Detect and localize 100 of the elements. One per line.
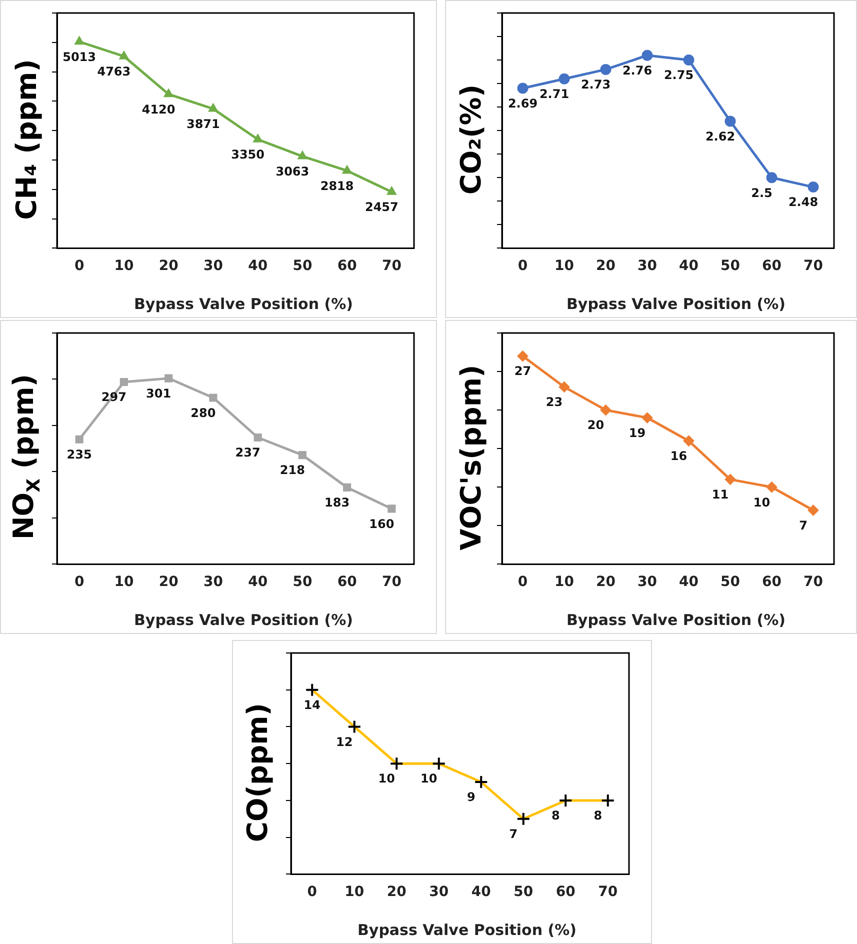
data-label: 3063 bbox=[276, 164, 310, 178]
x-tick-label: 10 bbox=[554, 258, 574, 274]
data-label: 2.73 bbox=[580, 78, 611, 92]
x-tick-label: 0 bbox=[518, 258, 528, 274]
point bbox=[343, 483, 352, 492]
x-tick-label: 30 bbox=[203, 574, 224, 590]
point bbox=[386, 186, 397, 195]
data-label: 3871 bbox=[186, 116, 220, 131]
point bbox=[683, 54, 694, 66]
x-tick-label: 0 bbox=[74, 258, 84, 274]
x-axis-title: Bypass Valve Position (%) bbox=[356, 921, 578, 939]
data-label: 8 bbox=[594, 808, 602, 823]
x-tick-label: 0 bbox=[74, 574, 84, 590]
data-label: 3350 bbox=[231, 148, 265, 162]
data-label: 2.48 bbox=[788, 195, 818, 210]
point bbox=[642, 50, 653, 61]
x-tick-label: 70 bbox=[804, 574, 824, 590]
x-tick-label: 70 bbox=[382, 258, 402, 274]
x-tick-label: 10 bbox=[344, 884, 364, 900]
point bbox=[209, 394, 218, 402]
x-tick-label: 40 bbox=[248, 574, 268, 590]
x-tick-label: 50 bbox=[514, 884, 534, 900]
data-label: 11 bbox=[712, 488, 729, 502]
point bbox=[254, 433, 262, 442]
data-label: 2.75 bbox=[664, 68, 694, 82]
y-axis-title: CO(ppm) bbox=[242, 702, 274, 842]
x-tick-label: 0 bbox=[518, 574, 528, 590]
data-label: 10 bbox=[378, 772, 395, 786]
x-tick-label: 70 bbox=[598, 884, 618, 900]
data-label: 8 bbox=[551, 808, 560, 823]
point bbox=[298, 451, 306, 460]
point bbox=[298, 150, 308, 160]
x-tick-label: 20 bbox=[158, 574, 179, 590]
x-axis-title: Bypass Valve Position (%) bbox=[565, 611, 786, 629]
x-tick-label: 40 bbox=[679, 574, 699, 590]
data-label: 5013 bbox=[62, 50, 96, 64]
x-tick-label: 20 bbox=[596, 574, 616, 590]
data-label: 183 bbox=[324, 496, 350, 510]
point bbox=[808, 504, 819, 516]
data-label: 14 bbox=[304, 698, 320, 712]
x-tick-label: 20 bbox=[596, 258, 616, 274]
x-tick-label: 60 bbox=[337, 574, 358, 590]
point bbox=[724, 116, 736, 127]
data-label: 160 bbox=[369, 516, 394, 531]
data-label: 4763 bbox=[97, 64, 131, 78]
x-tick-label: 20 bbox=[386, 884, 407, 900]
x-tick-label: 60 bbox=[556, 884, 576, 900]
point bbox=[600, 404, 612, 416]
data-label: 23 bbox=[546, 395, 563, 410]
point bbox=[517, 350, 528, 362]
y-axis-title: VOC's(ppm) bbox=[454, 364, 488, 550]
point bbox=[558, 73, 570, 84]
point bbox=[766, 172, 778, 184]
x-tick-label: 60 bbox=[337, 258, 358, 274]
data-label: 9 bbox=[466, 790, 476, 804]
x-tick-label: 30 bbox=[429, 884, 449, 900]
data-label: 2.69 bbox=[508, 96, 538, 110]
point bbox=[164, 88, 174, 98]
data-label: 301 bbox=[146, 386, 172, 400]
data-label: 297 bbox=[101, 390, 126, 404]
point bbox=[683, 435, 694, 446]
point bbox=[120, 378, 128, 386]
data-label: 10 bbox=[420, 772, 438, 786]
x-tick-label: 50 bbox=[292, 574, 312, 590]
x-tick-label: 40 bbox=[471, 884, 492, 900]
x-axis-title: Bypass Valve Position (%) bbox=[132, 295, 354, 313]
point bbox=[558, 381, 570, 392]
y-axis-title: CH₄ (ppm) bbox=[10, 58, 43, 220]
point bbox=[808, 182, 819, 193]
x-tick-label: 50 bbox=[292, 258, 312, 274]
point bbox=[342, 165, 352, 174]
y-axis-title: CO₂(%) bbox=[454, 84, 488, 194]
data-label: 2.76 bbox=[622, 63, 652, 78]
point bbox=[517, 82, 528, 94]
x-tick-label: 10 bbox=[554, 574, 574, 590]
data-label: 2457 bbox=[364, 200, 398, 214]
point bbox=[74, 36, 84, 45]
point bbox=[388, 504, 396, 513]
x-tick-label: 30 bbox=[638, 258, 658, 274]
point bbox=[75, 435, 84, 444]
x-tick-label: 10 bbox=[114, 574, 134, 590]
data-label: 4120 bbox=[142, 102, 176, 116]
point bbox=[164, 374, 173, 382]
data-label: 19 bbox=[628, 426, 646, 440]
data-label: 2.71 bbox=[539, 86, 570, 101]
x-tick-label: 70 bbox=[804, 258, 824, 274]
x-tick-label: 50 bbox=[720, 574, 740, 590]
x-axis-title: Bypass Valve Position (%) bbox=[132, 611, 354, 629]
point bbox=[642, 412, 653, 424]
data-label: 235 bbox=[66, 447, 92, 462]
x-tick-label: 10 bbox=[114, 258, 134, 274]
data-label: 7 bbox=[509, 827, 518, 842]
x-tick-label: 0 bbox=[307, 884, 318, 900]
x-tick-label: 70 bbox=[382, 574, 402, 590]
x-axis-title: Bypass Valve Position (%) bbox=[565, 295, 786, 313]
data-label: 218 bbox=[280, 463, 305, 478]
point bbox=[119, 50, 129, 60]
x-tick-label: 30 bbox=[203, 258, 224, 274]
data-label: 2.62 bbox=[705, 129, 736, 144]
data-label: 27 bbox=[514, 364, 532, 378]
